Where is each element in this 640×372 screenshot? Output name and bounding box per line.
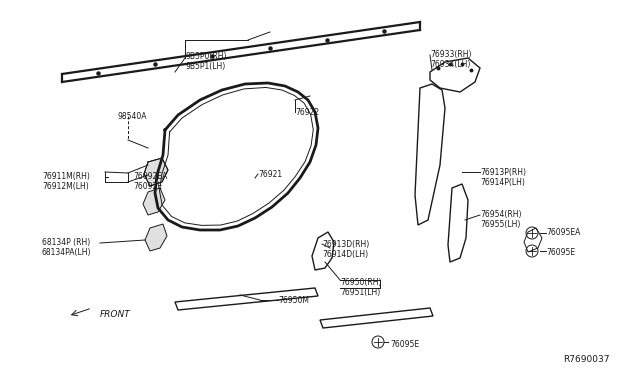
Text: 76095E: 76095E xyxy=(390,340,419,349)
Text: 76950(RH): 76950(RH) xyxy=(340,278,381,287)
Text: 76914P(LH): 76914P(LH) xyxy=(480,178,525,187)
Text: 9B5P0(RH): 9B5P0(RH) xyxy=(185,52,227,61)
Text: 68134PA(LH): 68134PA(LH) xyxy=(42,248,92,257)
Text: 76934(LH): 76934(LH) xyxy=(430,60,470,69)
Text: 68134P (RH): 68134P (RH) xyxy=(42,238,90,247)
Text: 76911M(RH): 76911M(RH) xyxy=(42,172,90,181)
Text: 76092EA: 76092EA xyxy=(133,172,167,181)
Text: 76913D(RH): 76913D(RH) xyxy=(322,240,369,249)
Text: 76951(LH): 76951(LH) xyxy=(340,288,380,297)
Text: FRONT: FRONT xyxy=(100,310,131,319)
Text: 76095EA: 76095EA xyxy=(546,228,580,237)
Text: 98540A: 98540A xyxy=(118,112,147,121)
Text: 76954(RH): 76954(RH) xyxy=(480,210,522,219)
Text: 76922: 76922 xyxy=(295,108,319,117)
Text: 76912M(LH): 76912M(LH) xyxy=(42,182,89,191)
Text: 76933(RH): 76933(RH) xyxy=(430,50,472,59)
Text: 76921: 76921 xyxy=(258,170,282,179)
Polygon shape xyxy=(145,224,167,251)
Text: 76092E: 76092E xyxy=(133,182,162,191)
Text: 76913P(RH): 76913P(RH) xyxy=(480,168,526,177)
Text: 76095E: 76095E xyxy=(546,248,575,257)
Text: R7690037: R7690037 xyxy=(563,355,610,364)
Text: 76914D(LH): 76914D(LH) xyxy=(322,250,368,259)
Text: 9B5P1(LH): 9B5P1(LH) xyxy=(185,62,225,71)
Text: 76955(LH): 76955(LH) xyxy=(480,220,520,229)
Polygon shape xyxy=(144,158,168,186)
Polygon shape xyxy=(143,188,165,215)
Text: 76950M: 76950M xyxy=(278,296,309,305)
